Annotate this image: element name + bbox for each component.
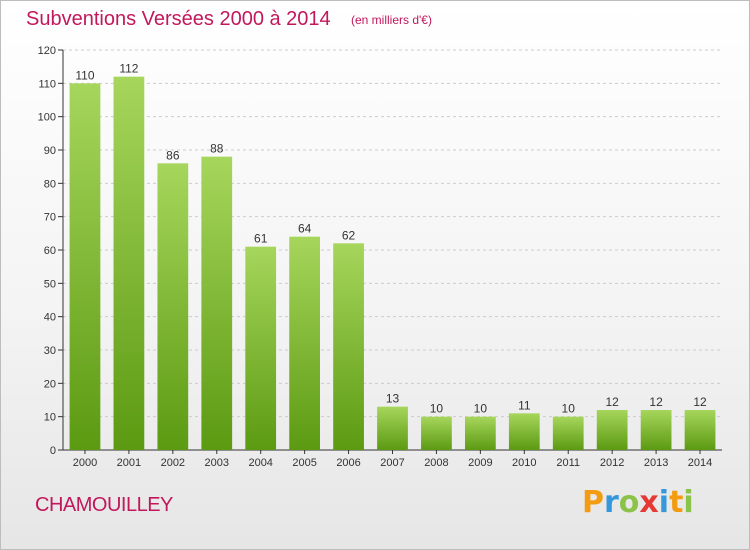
bar-2009 (464, 416, 496, 450)
logo-letter: P (582, 485, 604, 520)
value-label-2007: 13 (386, 392, 400, 406)
logo-letter: i (658, 485, 670, 520)
bar-2004 (245, 246, 277, 450)
bar-2005 (289, 236, 321, 450)
chart-subtitle: (en milliers d'€) (351, 13, 432, 27)
value-label-2012: 12 (605, 395, 619, 409)
bar-2013 (640, 410, 672, 450)
logo-letter: i (683, 485, 694, 520)
y-tick-label: 110 (38, 78, 56, 90)
logo-letter: t (669, 485, 684, 520)
y-tick-label: 80 (44, 178, 56, 190)
y-tick-label: 0 (50, 445, 56, 457)
y-tick-label: 100 (38, 112, 56, 124)
commune-name: CHAMOUILLEY (35, 494, 173, 516)
chart-title: Subventions Versées 2000 à 2014 (26, 8, 331, 30)
value-label-2010: 11 (518, 398, 531, 412)
x-tick-label-2009: 2009 (468, 457, 492, 469)
bar-2011 (552, 416, 584, 450)
bar-2006 (333, 243, 364, 450)
value-label-2002: 86 (166, 148, 180, 162)
value-label-2005: 64 (298, 222, 312, 236)
bar-2001 (113, 76, 145, 451)
x-tick-label-2013: 2013 (644, 457, 668, 469)
value-label-2003: 88 (210, 142, 224, 156)
x-tick-label-2002: 2002 (161, 457, 185, 469)
x-tick-label-2012: 2012 (600, 457, 624, 469)
value-label-2001: 112 (119, 62, 138, 76)
x-tick-label-2006: 2006 (336, 457, 360, 469)
bar-2008 (421, 416, 452, 450)
x-tick-label-2003: 2003 (205, 457, 229, 469)
y-tick-label: 30 (44, 345, 56, 357)
bar-2000 (69, 83, 101, 450)
value-label-2006: 62 (342, 228, 356, 242)
x-tick-label-2005: 2005 (292, 457, 316, 469)
value-label-2009: 10 (474, 402, 488, 416)
x-tick-label-2000: 2000 (73, 457, 97, 469)
y-tick-label: 70 (44, 212, 56, 224)
bar-2007 (377, 406, 408, 450)
value-label-2011: 10 (562, 402, 576, 416)
y-tick-label: 120 (38, 45, 56, 57)
x-tick-label-2014: 2014 (688, 457, 712, 469)
x-tick-label-2008: 2008 (424, 457, 448, 469)
y-tick-label: 90 (44, 145, 56, 157)
value-label-2014: 12 (693, 395, 707, 409)
value-label-2008: 10 (430, 402, 444, 416)
value-label-2000: 110 (75, 68, 94, 82)
bar-2003 (201, 156, 233, 450)
value-label-2013: 12 (649, 395, 663, 409)
y-tick-label: 50 (44, 278, 56, 290)
bar-2014 (684, 410, 716, 450)
bar-2010 (508, 413, 540, 450)
x-tick-label-2007: 2007 (380, 457, 404, 469)
y-tick-label: 40 (44, 312, 56, 324)
logo-letter: o (618, 485, 640, 520)
y-tick-label: 60 (44, 245, 56, 257)
x-tick-label-2010: 2010 (512, 457, 536, 469)
bar-2002 (157, 163, 189, 451)
proxiti-logo: Proxiti (582, 485, 694, 520)
value-label-2004: 61 (254, 232, 268, 246)
y-tick-label: 20 (44, 378, 56, 390)
x-tick-label-2011: 2011 (556, 457, 580, 469)
x-tick-label-2001: 2001 (117, 457, 141, 469)
logo-letter: x (639, 485, 659, 520)
y-tick-label: 10 (44, 412, 56, 424)
x-tick-label-2004: 2004 (248, 457, 272, 469)
logo-letter: r (604, 485, 619, 520)
bar-2012 (596, 410, 628, 450)
